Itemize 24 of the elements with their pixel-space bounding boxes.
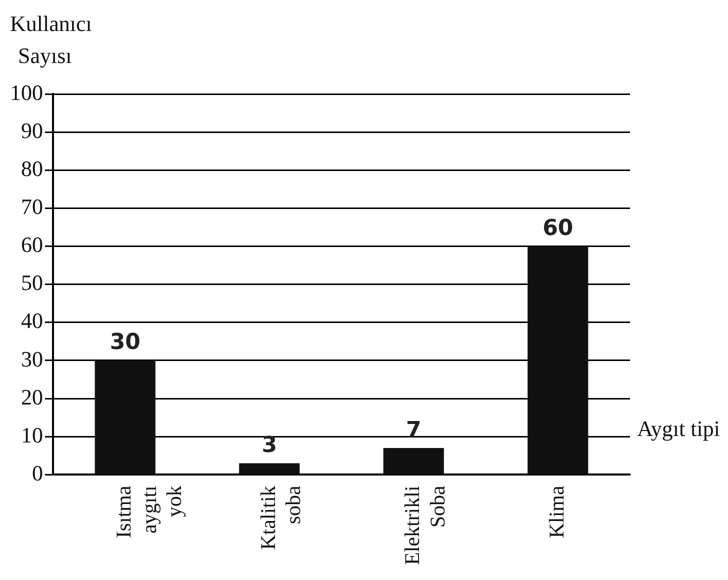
x-tick-label: Ktalitik soba xyxy=(256,485,306,550)
y-tick-label: 0 xyxy=(32,460,43,486)
x-axis-title: Aygıt tipi xyxy=(637,416,720,442)
y-tick-label: 90 xyxy=(21,118,43,143)
data-label: 60 xyxy=(542,216,574,241)
data-label: 3 xyxy=(262,432,278,458)
y-tick-label: 10 xyxy=(21,422,43,448)
data-label: 30 xyxy=(110,330,140,356)
y-tick-label: 50 xyxy=(21,270,43,296)
y-axis-title: Kullanıcı Sayısı xyxy=(10,10,92,70)
bar xyxy=(94,360,156,474)
x-tick-label: Klima xyxy=(544,485,568,538)
x-tick-label: Isıtma aygıtı yok xyxy=(112,485,186,538)
y-tick-label: 60 xyxy=(21,232,43,258)
bar xyxy=(383,448,444,474)
bar xyxy=(239,463,300,474)
y-tick-label: 20 xyxy=(21,384,43,410)
y-tick-label: 100 xyxy=(10,80,43,105)
y-tick-label: 80 xyxy=(21,156,43,181)
y-tick-label: 40 xyxy=(21,308,43,334)
y-tick-label: 70 xyxy=(21,194,43,219)
y-tick-label: 30 xyxy=(21,346,43,372)
x-tick-label: Elektrikli Soba xyxy=(400,485,450,566)
bar xyxy=(528,246,588,474)
